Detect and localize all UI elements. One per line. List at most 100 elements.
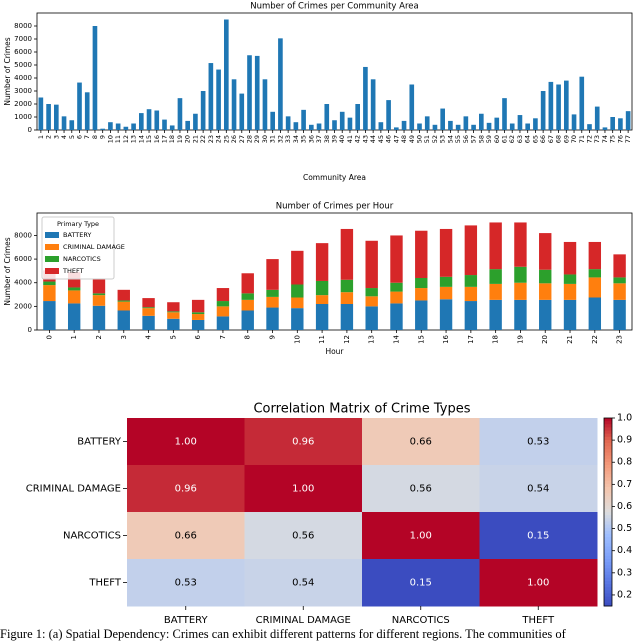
bar-segment — [439, 228, 453, 277]
y-tick-label: NARCOTICS — [63, 531, 121, 542]
colorbar-step — [604, 565, 612, 569]
colorbar-step — [604, 430, 612, 435]
x-tick-label: 10 — [293, 335, 301, 344]
colorbar-tick-label: 0.9 — [617, 435, 632, 446]
bar — [177, 98, 183, 130]
bar-segment — [92, 279, 106, 294]
bar — [247, 55, 252, 130]
bar-segment — [142, 307, 155, 309]
x-tick-label: 59 — [485, 135, 493, 143]
bar-segment — [464, 275, 478, 287]
bar — [324, 104, 330, 130]
bar-segment — [439, 286, 453, 300]
y-tick-label: 4000 — [14, 74, 32, 82]
bar-segment — [241, 299, 254, 311]
bar — [77, 82, 82, 130]
bar-segment — [315, 295, 329, 304]
colorbar-step — [604, 559, 612, 563]
x-tick-label: 3 — [52, 135, 60, 139]
bar-segment — [142, 315, 155, 330]
bar-segment — [588, 269, 602, 278]
bar — [239, 93, 245, 130]
legend-swatch — [45, 268, 59, 274]
legend-title: Primary Type — [57, 220, 99, 228]
bar — [540, 91, 546, 130]
x-tick-label: 31 — [269, 135, 277, 143]
cell-label: 0.53 — [527, 437, 549, 448]
x-tick-label: 61 — [501, 135, 509, 143]
bar — [509, 123, 515, 130]
colorbar-step — [604, 446, 612, 450]
bar-segment — [67, 287, 81, 291]
colorbar-step — [604, 577, 612, 582]
plot-frame — [36, 212, 633, 331]
x-tick-label: 68 — [555, 135, 563, 143]
bar-segment — [539, 269, 552, 284]
chart-title: Number of Crimes per Hour — [276, 202, 394, 212]
bar — [185, 120, 190, 130]
bar — [347, 117, 353, 130]
colorbar-step — [604, 449, 612, 453]
bar-segment — [291, 308, 304, 330]
colorbar-step — [604, 596, 612, 601]
bar — [355, 104, 360, 130]
x-tick-label: 74 — [601, 135, 609, 143]
bar — [69, 120, 75, 130]
y-tick-label: BATTERY — [77, 437, 122, 448]
bar — [363, 66, 368, 130]
x-tick-label: CRIMINAL DAMAGE — [256, 615, 351, 626]
heatmap-cell — [362, 418, 480, 466]
legend-box — [41, 216, 115, 280]
legend-label: CRIMINAL DAMAGE — [63, 243, 125, 251]
colorbar-step — [604, 527, 612, 532]
x-tick-label: 8 — [244, 335, 252, 339]
x-tick-label: 23 — [616, 335, 624, 344]
heatmap-cell — [244, 465, 363, 513]
x-tick-label: 9 — [269, 335, 277, 339]
y-axis-label: Number of Crimes — [3, 237, 12, 305]
bar — [370, 79, 376, 130]
bar — [84, 92, 90, 130]
bar — [548, 81, 554, 130]
bar — [455, 124, 461, 130]
x-tick-label: 38 — [323, 135, 331, 143]
x-tick-label: 43 — [361, 135, 369, 143]
bar — [394, 127, 399, 130]
bar-segment — [266, 307, 279, 330]
colorbar-step — [604, 455, 612, 460]
colorbar-step — [604, 562, 612, 566]
bar-segment — [167, 311, 180, 313]
heatmap-cell — [244, 512, 363, 560]
x-tick-label: 30 — [261, 135, 269, 143]
x-tick-label: THEFT — [521, 615, 555, 626]
x-tick-label: 18 — [168, 135, 176, 143]
bar-segment — [315, 280, 329, 296]
bar — [533, 118, 538, 130]
legend-label: BATTERY — [63, 231, 91, 239]
x-tick-label: 19 — [176, 135, 184, 143]
y-tick-label: 0 — [28, 326, 32, 334]
bar — [378, 122, 384, 130]
x-tick-label: 34 — [292, 135, 300, 143]
bar-segment — [390, 291, 403, 304]
colorbar-step — [604, 590, 612, 594]
x-tick-label: 58 — [477, 135, 485, 143]
heatmap-cell — [362, 559, 480, 607]
bar — [610, 117, 615, 130]
bar — [494, 117, 500, 130]
colorbar-step — [604, 458, 612, 463]
colorbar-step — [604, 505, 612, 510]
colorbar-tick-label: 0.4 — [617, 545, 632, 556]
x-axis-label: Hour — [325, 347, 344, 356]
y-tick-label: 4000 — [14, 279, 32, 287]
colorbar-tick-label: 0.2 — [617, 589, 632, 600]
bar — [432, 124, 438, 130]
x-tick-label: 65 — [531, 135, 539, 143]
x-tick-label: 53 — [439, 135, 447, 143]
colorbar-step — [604, 461, 612, 466]
colorbar-step — [604, 439, 612, 444]
bar-segment — [67, 290, 81, 304]
colorbar-step — [604, 530, 612, 535]
x-tick-label: 40 — [338, 135, 346, 143]
x-tick-label: 1 — [37, 135, 45, 139]
